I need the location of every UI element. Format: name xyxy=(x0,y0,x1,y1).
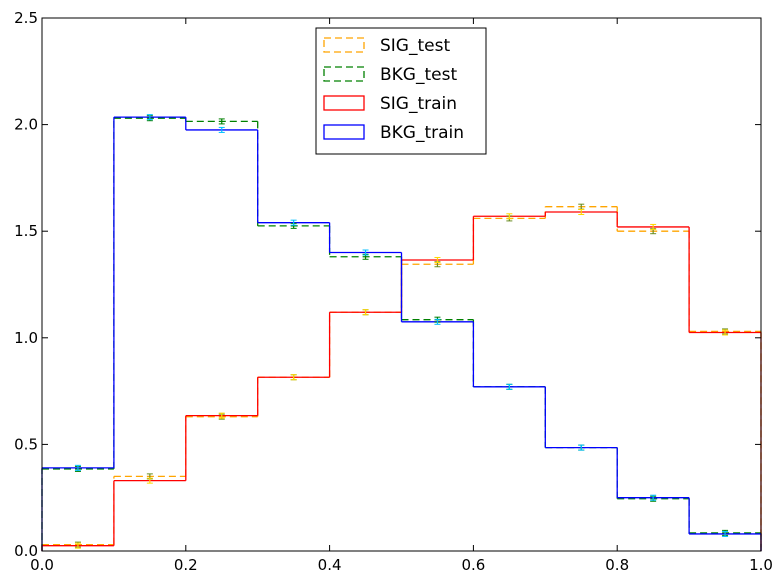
errorbar-sig-train-0 xyxy=(74,542,81,549)
x-tick-label-4: 0.8 xyxy=(605,556,629,574)
legend-label-sig-train: SIG_train xyxy=(380,94,457,114)
errorbar-bkg-train-5 xyxy=(434,318,441,325)
legend-label-bkg-test: BKG_test xyxy=(380,65,457,85)
tick-layer: 0.0 0.2 0.4 0.6 0.8 1.0 0.0 0.5 1.0 1.5 2.0 2.5 xyxy=(14,9,773,574)
errorbar-bkg-test-2 xyxy=(218,118,225,125)
y-tick-label-5: 2.5 xyxy=(14,9,38,27)
x-tick-label-5: 1.0 xyxy=(749,556,773,574)
errorbar-bkg-train-3 xyxy=(290,219,297,226)
errorbar-layer xyxy=(74,114,729,549)
errorbar-bkg-train-9 xyxy=(722,530,729,537)
legend-frame xyxy=(315,27,487,155)
errorbar-sig-train-6 xyxy=(506,213,513,220)
errorbar-bkg-train-6 xyxy=(506,383,513,390)
errorbar-sig-train-4 xyxy=(362,309,369,316)
legend-swatch-sig-test xyxy=(323,37,365,53)
y-tick-label-1: 0.5 xyxy=(14,435,38,453)
legend-item-sig-train: SIG_train xyxy=(323,94,457,114)
legend-label-sig-test: SIG_test xyxy=(380,36,450,56)
legend-swatch-bkg-train xyxy=(323,124,365,140)
y-tick-label-4: 2.0 xyxy=(14,116,38,134)
errorbar-bkg-train-7 xyxy=(578,444,585,451)
errorbar-bkg-train-4 xyxy=(362,249,369,256)
errorbar-bkg-train-2 xyxy=(218,126,225,133)
errorbar-sig-train-8 xyxy=(650,223,657,230)
legend-label-bkg-train: BKG_train xyxy=(380,123,464,143)
errorbar-sig-train-1 xyxy=(146,477,153,484)
x-tick-label-2: 0.4 xyxy=(318,556,342,574)
legend-item-bkg-test: BKG_test xyxy=(323,65,457,85)
y-tick-label-2: 1.0 xyxy=(14,329,38,347)
errorbar-sig-train-5 xyxy=(434,256,441,263)
x-tick-label-3: 0.6 xyxy=(461,556,485,574)
errorbar-bkg-train-0 xyxy=(74,464,81,471)
legend-item-sig-test: SIG_test xyxy=(323,36,450,56)
errorbar-bkg-train-1 xyxy=(146,114,153,121)
errorbar-bkg-train-8 xyxy=(650,494,657,501)
legend-swatch-bkg-test xyxy=(323,66,365,82)
errorbar-sig-train-3 xyxy=(290,374,297,381)
errorbar-sig-train-2 xyxy=(218,412,225,419)
legend-swatch-sig-train xyxy=(323,95,365,111)
y-tick-label-3: 1.5 xyxy=(14,222,38,240)
x-tick-label-0: 0.0 xyxy=(30,556,54,574)
y-tick-label-0: 0.0 xyxy=(14,542,38,560)
legend: SIG_test BKG_test SIG_train BKG_train xyxy=(315,27,487,155)
x-tick-label-1: 0.2 xyxy=(174,556,198,574)
legend-item-bkg-train: BKG_train xyxy=(323,123,464,143)
plot-frame xyxy=(41,17,762,552)
errorbar-sig-train-9 xyxy=(722,329,729,336)
errorbar-sig-train-7 xyxy=(578,209,585,216)
